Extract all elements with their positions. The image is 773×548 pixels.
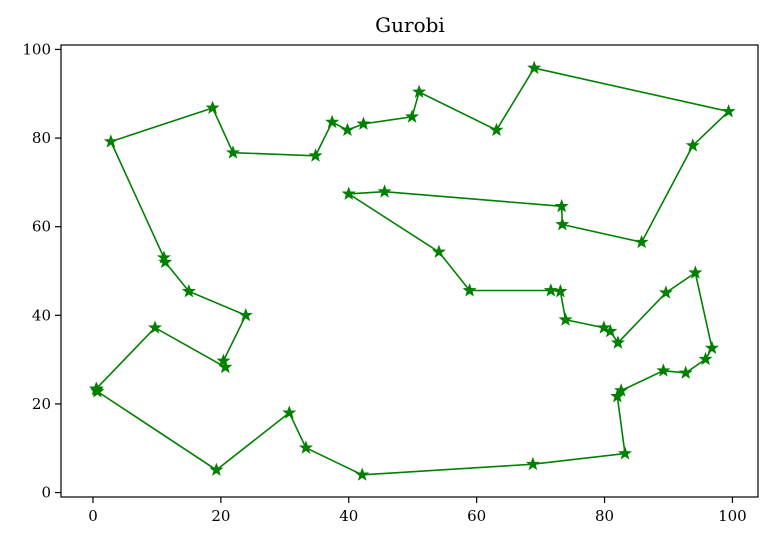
route-point-marker — [300, 441, 312, 453]
x-tick-label: 100 — [718, 507, 747, 525]
plot-area — [61, 45, 758, 497]
route-point-marker — [635, 236, 647, 248]
x-axis: 0 20 40 60 80 100 — [88, 497, 747, 525]
x-tick-label: 20 — [211, 507, 230, 525]
x-tick-label: 0 — [88, 507, 98, 525]
route-point-marker — [490, 124, 502, 136]
route-point-marker — [706, 342, 718, 354]
route-point-marker — [105, 135, 117, 147]
y-tick-label: 20 — [32, 395, 51, 413]
route-point-marker — [657, 364, 669, 376]
plot-frame — [61, 45, 758, 497]
y-tick-label: 100 — [22, 40, 51, 58]
route-point-marker — [227, 146, 239, 158]
y-tick-label: 0 — [41, 484, 51, 502]
route-point-marker — [210, 463, 222, 475]
route-point-marker — [206, 101, 218, 113]
route-point-marker — [326, 116, 338, 128]
route-point-marker — [240, 309, 252, 321]
x-tick-label: 60 — [467, 507, 486, 525]
route-point-marker — [527, 458, 539, 470]
route-point-marker — [356, 468, 368, 480]
route-point-marker — [406, 110, 418, 122]
route-point-marker — [357, 117, 369, 129]
route-point-marker — [413, 85, 425, 97]
x-tick-label: 40 — [339, 507, 358, 525]
y-axis: 0 20 40 60 80 100 — [22, 40, 61, 501]
route-point-marker — [433, 245, 445, 257]
route-point-marker — [378, 185, 390, 197]
route-point-marker — [341, 124, 353, 136]
route-point-marker — [528, 62, 540, 74]
y-tick-label: 60 — [32, 218, 51, 236]
series-layer — [90, 62, 735, 481]
y-tick-label: 80 — [32, 129, 51, 147]
route-point-marker — [619, 447, 631, 459]
route-point-marker — [545, 284, 557, 296]
route-point-marker — [680, 366, 692, 378]
route-point-marker — [559, 313, 571, 325]
route-point-marker — [556, 218, 568, 230]
x-tick-label: 80 — [595, 507, 614, 525]
route-point-marker — [309, 149, 321, 161]
y-tick-label: 40 — [32, 306, 51, 324]
chart-title: Gurobi — [375, 13, 445, 37]
route-line — [96, 68, 728, 475]
